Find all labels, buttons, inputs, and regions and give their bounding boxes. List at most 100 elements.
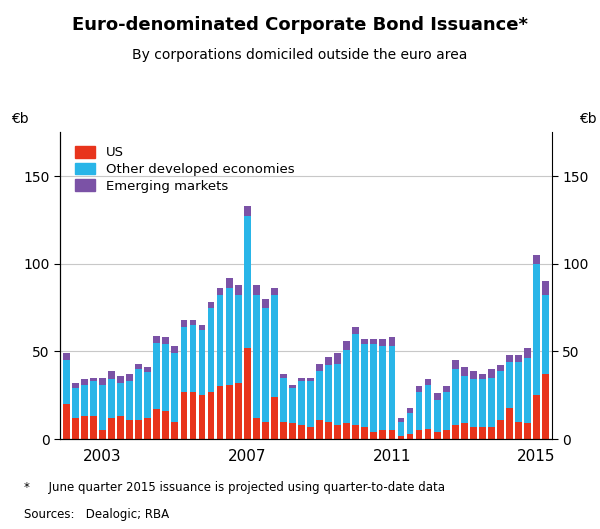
Bar bbox=[370, 344, 377, 432]
Bar bbox=[497, 420, 504, 439]
Bar bbox=[542, 374, 549, 439]
Bar bbox=[72, 383, 79, 388]
Bar bbox=[434, 394, 440, 400]
Bar bbox=[443, 387, 449, 392]
Bar bbox=[398, 422, 404, 435]
Bar bbox=[226, 278, 233, 288]
Bar bbox=[334, 363, 341, 425]
Bar bbox=[316, 420, 323, 439]
Bar bbox=[145, 367, 151, 372]
Bar bbox=[461, 423, 467, 439]
Bar bbox=[253, 295, 260, 418]
Bar bbox=[515, 422, 522, 439]
Bar bbox=[172, 346, 178, 353]
Bar bbox=[226, 288, 233, 385]
Bar bbox=[199, 395, 205, 439]
Bar bbox=[379, 339, 386, 346]
Bar bbox=[90, 416, 97, 439]
Bar bbox=[425, 379, 431, 385]
Bar bbox=[262, 422, 269, 439]
Bar bbox=[90, 378, 97, 381]
Bar bbox=[416, 387, 422, 392]
Bar bbox=[416, 392, 422, 430]
Bar bbox=[470, 427, 477, 439]
Bar bbox=[533, 395, 540, 439]
Bar bbox=[63, 360, 70, 404]
Bar bbox=[343, 350, 350, 423]
Bar bbox=[126, 381, 133, 420]
Bar bbox=[289, 423, 296, 439]
Bar bbox=[280, 378, 287, 422]
Bar bbox=[289, 388, 296, 423]
Bar bbox=[244, 206, 251, 216]
Bar bbox=[181, 327, 187, 392]
Bar bbox=[515, 362, 522, 422]
Bar bbox=[126, 420, 133, 439]
Bar bbox=[307, 427, 314, 439]
Bar bbox=[135, 420, 142, 439]
Bar bbox=[379, 430, 386, 439]
Bar bbox=[126, 374, 133, 381]
Bar bbox=[361, 427, 368, 439]
Text: Sources:   Dealogic; RBA: Sources: Dealogic; RBA bbox=[24, 508, 169, 521]
Bar bbox=[407, 407, 413, 413]
Bar bbox=[262, 299, 269, 307]
Bar bbox=[370, 432, 377, 439]
Bar bbox=[199, 325, 205, 331]
Bar bbox=[542, 281, 549, 295]
Bar bbox=[217, 288, 223, 295]
Bar bbox=[524, 348, 531, 359]
Bar bbox=[325, 357, 332, 366]
Bar bbox=[190, 392, 196, 439]
Bar bbox=[135, 369, 142, 420]
Bar bbox=[316, 363, 323, 371]
Bar bbox=[117, 416, 124, 439]
Text: *     June quarter 2015 issuance is projected using quarter-to-date data: * June quarter 2015 issuance is projecte… bbox=[24, 481, 445, 495]
Bar bbox=[488, 427, 495, 439]
Bar bbox=[479, 427, 486, 439]
Bar bbox=[416, 430, 422, 439]
Bar bbox=[271, 295, 278, 397]
Bar bbox=[343, 341, 350, 350]
Bar bbox=[361, 344, 368, 427]
Bar bbox=[334, 425, 341, 439]
Bar bbox=[479, 379, 486, 427]
Bar bbox=[208, 392, 214, 439]
Bar bbox=[208, 307, 214, 392]
Bar bbox=[298, 381, 305, 425]
Bar bbox=[280, 422, 287, 439]
Text: €b: €b bbox=[11, 112, 28, 126]
Bar bbox=[280, 374, 287, 378]
Bar bbox=[117, 383, 124, 416]
Bar bbox=[271, 397, 278, 439]
Bar bbox=[452, 425, 458, 439]
Bar bbox=[325, 366, 332, 422]
Bar bbox=[99, 430, 106, 439]
Bar bbox=[452, 369, 458, 425]
Bar bbox=[63, 404, 70, 439]
Bar bbox=[370, 339, 377, 344]
Bar bbox=[145, 418, 151, 439]
Bar bbox=[479, 374, 486, 379]
Bar bbox=[533, 264, 540, 395]
Bar bbox=[425, 385, 431, 428]
Bar bbox=[72, 418, 79, 439]
Bar bbox=[99, 385, 106, 430]
Bar bbox=[533, 255, 540, 264]
Bar bbox=[379, 346, 386, 430]
Bar bbox=[253, 418, 260, 439]
Bar bbox=[289, 385, 296, 388]
Bar bbox=[389, 346, 395, 430]
Bar bbox=[163, 338, 169, 344]
Legend: US, Other developed economies, Emerging markets: US, Other developed economies, Emerging … bbox=[71, 142, 298, 197]
Bar bbox=[515, 355, 522, 362]
Bar bbox=[235, 295, 242, 383]
Bar bbox=[244, 348, 251, 439]
Bar bbox=[443, 430, 449, 439]
Text: By corporations domiciled outside the euro area: By corporations domiciled outside the eu… bbox=[133, 48, 467, 61]
Bar bbox=[343, 423, 350, 439]
Bar bbox=[461, 367, 467, 376]
Bar bbox=[244, 216, 251, 348]
Bar bbox=[389, 430, 395, 439]
Bar bbox=[407, 413, 413, 434]
